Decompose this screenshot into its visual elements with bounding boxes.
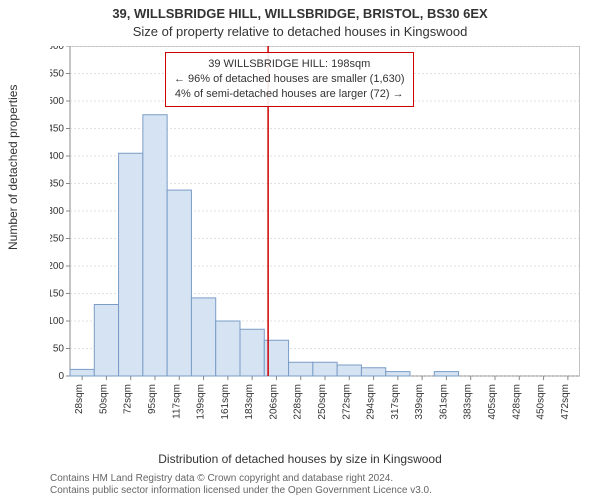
svg-text:200: 200	[50, 261, 64, 272]
svg-text:100: 100	[50, 316, 64, 327]
histogram-bar	[289, 362, 313, 376]
svg-text:0: 0	[58, 371, 64, 382]
reference-annotation-box: 39 WILLSBRIDGE HILL: 198sqm ← 96% of det…	[165, 52, 414, 107]
svg-text:350: 350	[50, 179, 64, 190]
footer-copyright-1: Contains HM Land Registry data © Crown c…	[50, 473, 393, 484]
histogram-bar	[191, 298, 215, 376]
svg-text:150: 150	[50, 289, 64, 300]
histogram-bar	[361, 368, 385, 376]
svg-text:272sqm: 272sqm	[341, 384, 352, 420]
histogram-bar	[386, 372, 410, 376]
histogram-bar	[240, 329, 264, 376]
svg-text:250sqm: 250sqm	[317, 384, 328, 420]
annotation-larger: 4% of semi-detached houses are larger (7…	[174, 87, 405, 102]
histogram-bar	[434, 372, 458, 376]
svg-text:95sqm: 95sqm	[147, 384, 158, 414]
svg-text:139sqm: 139sqm	[196, 384, 207, 420]
x-axis-label: Distribution of detached houses by size …	[0, 452, 600, 466]
histogram-bar	[337, 365, 361, 376]
svg-text:339sqm: 339sqm	[414, 384, 425, 420]
svg-text:50sqm: 50sqm	[98, 384, 109, 414]
annotation-smaller: ← 96% of detached houses are smaller (1,…	[174, 72, 405, 87]
svg-text:405sqm: 405sqm	[487, 384, 498, 420]
annotation-title: 39 WILLSBRIDGE HILL: 198sqm	[174, 57, 405, 72]
svg-text:450: 450	[50, 124, 64, 135]
chart-subtitle: Size of property relative to detached ho…	[0, 24, 600, 39]
svg-text:550: 550	[50, 69, 64, 80]
svg-text:500: 500	[50, 96, 64, 107]
svg-text:317sqm: 317sqm	[390, 384, 401, 420]
svg-text:294sqm: 294sqm	[366, 384, 377, 420]
svg-text:472sqm: 472sqm	[560, 384, 571, 420]
svg-text:117sqm: 117sqm	[171, 384, 182, 419]
svg-text:72sqm: 72sqm	[123, 384, 134, 414]
svg-text:250: 250	[50, 234, 64, 245]
histogram-bar	[70, 369, 94, 376]
histogram-bar	[119, 153, 143, 376]
chart-container: 39, WILLSBRIDGE HILL, WILLSBRIDGE, BRIST…	[0, 0, 600, 500]
svg-text:428sqm: 428sqm	[511, 384, 522, 420]
histogram-bar	[94, 305, 118, 377]
svg-text:600: 600	[50, 46, 64, 52]
svg-text:161sqm: 161sqm	[220, 384, 231, 420]
svg-text:206sqm: 206sqm	[268, 384, 279, 420]
chart-title-address: 39, WILLSBRIDGE HILL, WILLSBRIDGE, BRIST…	[0, 6, 600, 21]
svg-text:183sqm: 183sqm	[244, 384, 255, 420]
histogram-bar	[313, 362, 337, 376]
svg-text:300: 300	[50, 206, 64, 217]
histogram-bar	[143, 115, 167, 376]
svg-text:400: 400	[50, 151, 64, 162]
svg-text:28sqm: 28sqm	[74, 384, 85, 414]
svg-text:383sqm: 383sqm	[463, 384, 474, 420]
svg-text:450sqm: 450sqm	[536, 384, 547, 420]
histogram-bar	[216, 321, 240, 376]
svg-text:228sqm: 228sqm	[293, 384, 304, 420]
svg-text:50: 50	[53, 344, 65, 355]
footer-copyright-2: Contains public sector information licen…	[50, 485, 432, 496]
y-axis-label: Number of detached properties	[6, 85, 20, 250]
histogram-bar	[167, 190, 191, 376]
svg-text:361sqm: 361sqm	[438, 384, 449, 420]
